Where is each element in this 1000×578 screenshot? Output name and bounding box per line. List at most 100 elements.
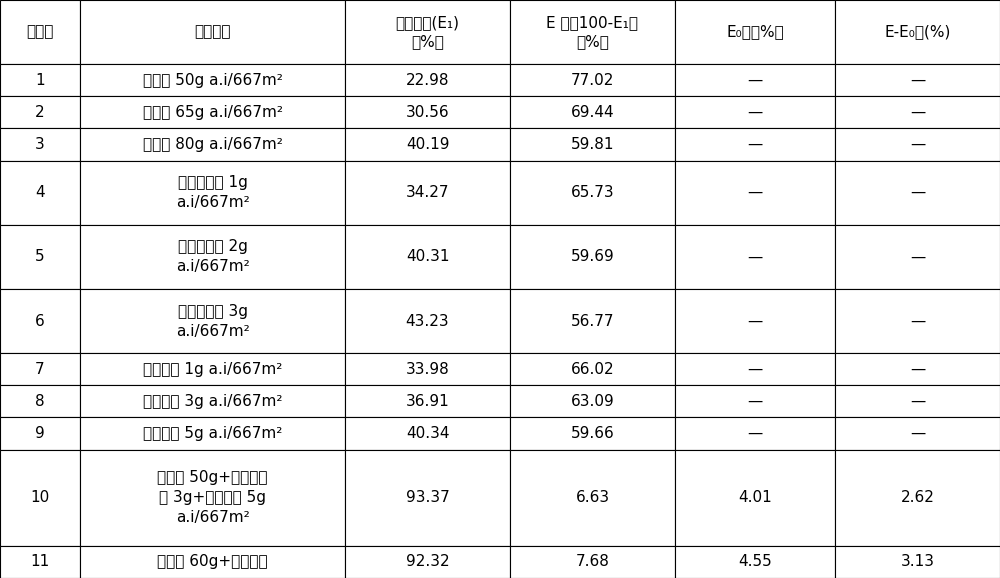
Text: —: — <box>747 105 763 120</box>
Bar <box>345 225 510 289</box>
Text: 丁草胺 50g a.i/667m²: 丁草胺 50g a.i/667m² <box>143 73 282 88</box>
Bar <box>675 97 835 128</box>
Bar <box>835 289 1000 353</box>
Bar <box>510 386 675 417</box>
Bar <box>835 386 1000 417</box>
Bar <box>80 289 345 353</box>
Bar <box>675 546 835 578</box>
Bar <box>345 417 510 450</box>
Bar <box>0 450 80 546</box>
Bar <box>80 546 345 578</box>
Bar <box>345 546 510 578</box>
Text: —: — <box>910 362 925 377</box>
Bar <box>510 225 675 289</box>
Text: 77.02: 77.02 <box>571 73 614 88</box>
Text: 56.77: 56.77 <box>571 314 614 329</box>
Text: 丁草胺 50g+五氟磺草
胺 3g+吡嘧磺隆 5g
a.i/667m²: 丁草胺 50g+五氟磺草 胺 3g+吡嘧磺隆 5g a.i/667m² <box>157 470 268 525</box>
Text: 66.02: 66.02 <box>571 362 614 377</box>
Bar <box>80 161 345 225</box>
Text: —: — <box>747 73 763 88</box>
Text: 3: 3 <box>35 137 45 152</box>
Bar <box>0 386 80 417</box>
Text: 5: 5 <box>35 249 45 264</box>
Text: —: — <box>747 314 763 329</box>
Bar <box>675 128 835 161</box>
Bar <box>0 97 80 128</box>
Bar <box>835 64 1000 97</box>
Bar <box>510 64 675 97</box>
Bar <box>510 128 675 161</box>
Text: 9: 9 <box>35 426 45 441</box>
Bar <box>345 386 510 417</box>
Text: 40.19: 40.19 <box>406 137 449 152</box>
Bar <box>0 417 80 450</box>
Text: 59.81: 59.81 <box>571 137 614 152</box>
Text: 10: 10 <box>30 490 50 505</box>
Text: —: — <box>910 137 925 152</box>
Bar <box>835 161 1000 225</box>
Text: 63.09: 63.09 <box>571 394 614 409</box>
Bar <box>0 128 80 161</box>
Text: 五氟磺草胺 1g
a.i/667m²: 五氟磺草胺 1g a.i/667m² <box>176 175 249 210</box>
Text: —: — <box>747 249 763 264</box>
Text: 93.37: 93.37 <box>406 490 449 505</box>
Bar <box>0 353 80 386</box>
Text: —: — <box>910 314 925 329</box>
Bar <box>675 161 835 225</box>
Text: 59.66: 59.66 <box>571 426 614 441</box>
Text: —: — <box>910 105 925 120</box>
Bar <box>835 450 1000 546</box>
Text: 丁草胺 60g+五氟磺草: 丁草胺 60g+五氟磺草 <box>157 554 268 569</box>
Text: 吡嘧磺隆 5g a.i/667m²: 吡嘧磺隆 5g a.i/667m² <box>143 426 282 441</box>
Bar <box>0 289 80 353</box>
Bar <box>0 161 80 225</box>
Bar <box>80 386 345 417</box>
Text: —: — <box>910 185 925 200</box>
Bar <box>345 289 510 353</box>
Bar <box>345 64 510 97</box>
Text: —: — <box>910 426 925 441</box>
Bar <box>345 0 510 64</box>
Bar <box>675 386 835 417</box>
Text: 4.55: 4.55 <box>738 554 772 569</box>
Text: 7: 7 <box>35 362 45 377</box>
Bar <box>835 0 1000 64</box>
Text: 6.63: 6.63 <box>575 490 610 505</box>
Text: E₀值（%）: E₀值（%） <box>726 25 784 40</box>
Bar <box>345 128 510 161</box>
Bar <box>80 417 345 450</box>
Text: 36.91: 36.91 <box>406 394 449 409</box>
Bar <box>80 450 345 546</box>
Bar <box>0 546 80 578</box>
Bar <box>835 225 1000 289</box>
Bar <box>675 0 835 64</box>
Text: 鲜重防效(E₁)
（%）: 鲜重防效(E₁) （%） <box>396 14 460 50</box>
Bar <box>675 289 835 353</box>
Bar <box>345 97 510 128</box>
Bar <box>0 0 80 64</box>
Text: 40.31: 40.31 <box>406 249 449 264</box>
Text: 30.56: 30.56 <box>406 105 449 120</box>
Text: —: — <box>747 137 763 152</box>
Text: 34.27: 34.27 <box>406 185 449 200</box>
Text: E 值（100-E₁）
（%）: E 值（100-E₁） （%） <box>546 14 639 50</box>
Bar <box>345 353 510 386</box>
Bar <box>0 64 80 97</box>
Text: —: — <box>747 185 763 200</box>
Text: 2.62: 2.62 <box>901 490 934 505</box>
Text: 五氟磺草胺 2g
a.i/667m²: 五氟磺草胺 2g a.i/667m² <box>176 239 249 275</box>
Bar <box>345 161 510 225</box>
Bar <box>80 97 345 128</box>
Text: 丁草胺 80g a.i/667m²: 丁草胺 80g a.i/667m² <box>143 137 282 152</box>
Bar <box>835 546 1000 578</box>
Text: 3.13: 3.13 <box>901 554 935 569</box>
Text: —: — <box>910 249 925 264</box>
Bar <box>675 417 835 450</box>
Text: —: — <box>747 426 763 441</box>
Text: 4: 4 <box>35 185 45 200</box>
Bar <box>510 161 675 225</box>
Text: 7.68: 7.68 <box>576 554 609 569</box>
Text: 处理号: 处理号 <box>26 25 54 40</box>
Bar <box>80 0 345 64</box>
Bar <box>510 417 675 450</box>
